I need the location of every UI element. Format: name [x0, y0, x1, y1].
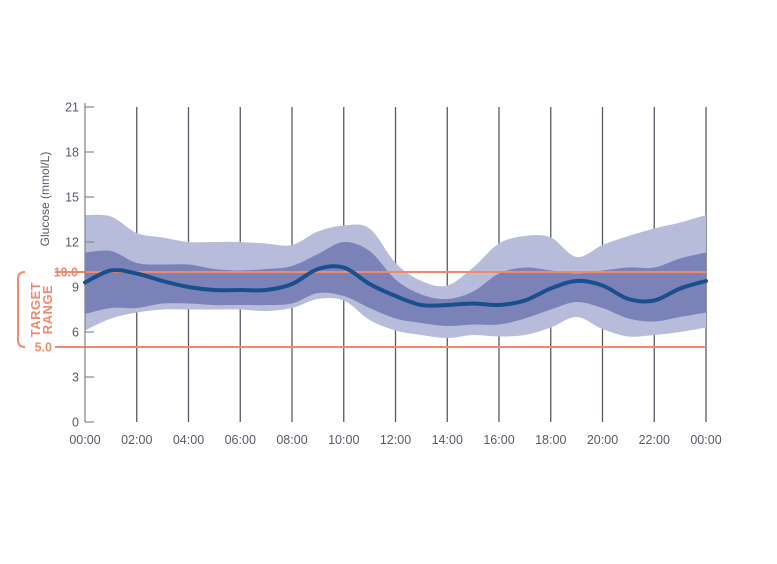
y-tick-label: 3 — [72, 371, 79, 385]
x-tick-label: 12:00 — [380, 433, 411, 447]
target-range-label-line2: RANGE — [40, 285, 55, 334]
x-tick-label: 00:00 — [69, 433, 100, 447]
target-low-label: 5.0 — [35, 341, 52, 355]
axis-layer — [84, 103, 94, 423]
x-tick-label: 20:00 — [587, 433, 618, 447]
x-tick-label: 00:00 — [690, 433, 721, 447]
y-tick-label: 18 — [65, 146, 79, 160]
x-tick-label: 10:00 — [328, 433, 359, 447]
y-tick-label: 21 — [65, 101, 79, 115]
y-tick-label: 12 — [65, 236, 79, 250]
band-layer — [85, 214, 706, 338]
median-line-layer — [83, 264, 708, 308]
x-tick-label: 08:00 — [276, 433, 307, 447]
x-tick-label: 02:00 — [121, 433, 152, 447]
target-high-label: 10.0 — [54, 266, 78, 280]
inner-percentile-band — [85, 241, 706, 327]
x-tick-label: 18:00 — [535, 433, 566, 447]
y-tick-label: 0 — [72, 416, 79, 430]
target-range-label-line1: TARGET — [28, 282, 43, 337]
target-range-layer — [17, 271, 706, 348]
y-tick-label: 9 — [72, 281, 79, 295]
x-tick-label: 22:00 — [639, 433, 670, 447]
x-tick-label: 16:00 — [483, 433, 514, 447]
y-axis-title: Glucose (mmol/L) — [38, 152, 52, 247]
target-range-bracket — [17, 271, 26, 348]
x-tick-label: 06:00 — [225, 433, 256, 447]
median-glucose-line — [83, 264, 708, 308]
x-tick-label: 14:00 — [432, 433, 463, 447]
label-layer: 00:00 02:00 04:00 06:00 08:00 10:00 12:00 14:00… — [28, 101, 722, 448]
x-tick-label: 04:00 — [173, 433, 204, 447]
y-tick-label: 15 — [65, 191, 79, 205]
y-tick-label: 6 — [72, 326, 79, 340]
